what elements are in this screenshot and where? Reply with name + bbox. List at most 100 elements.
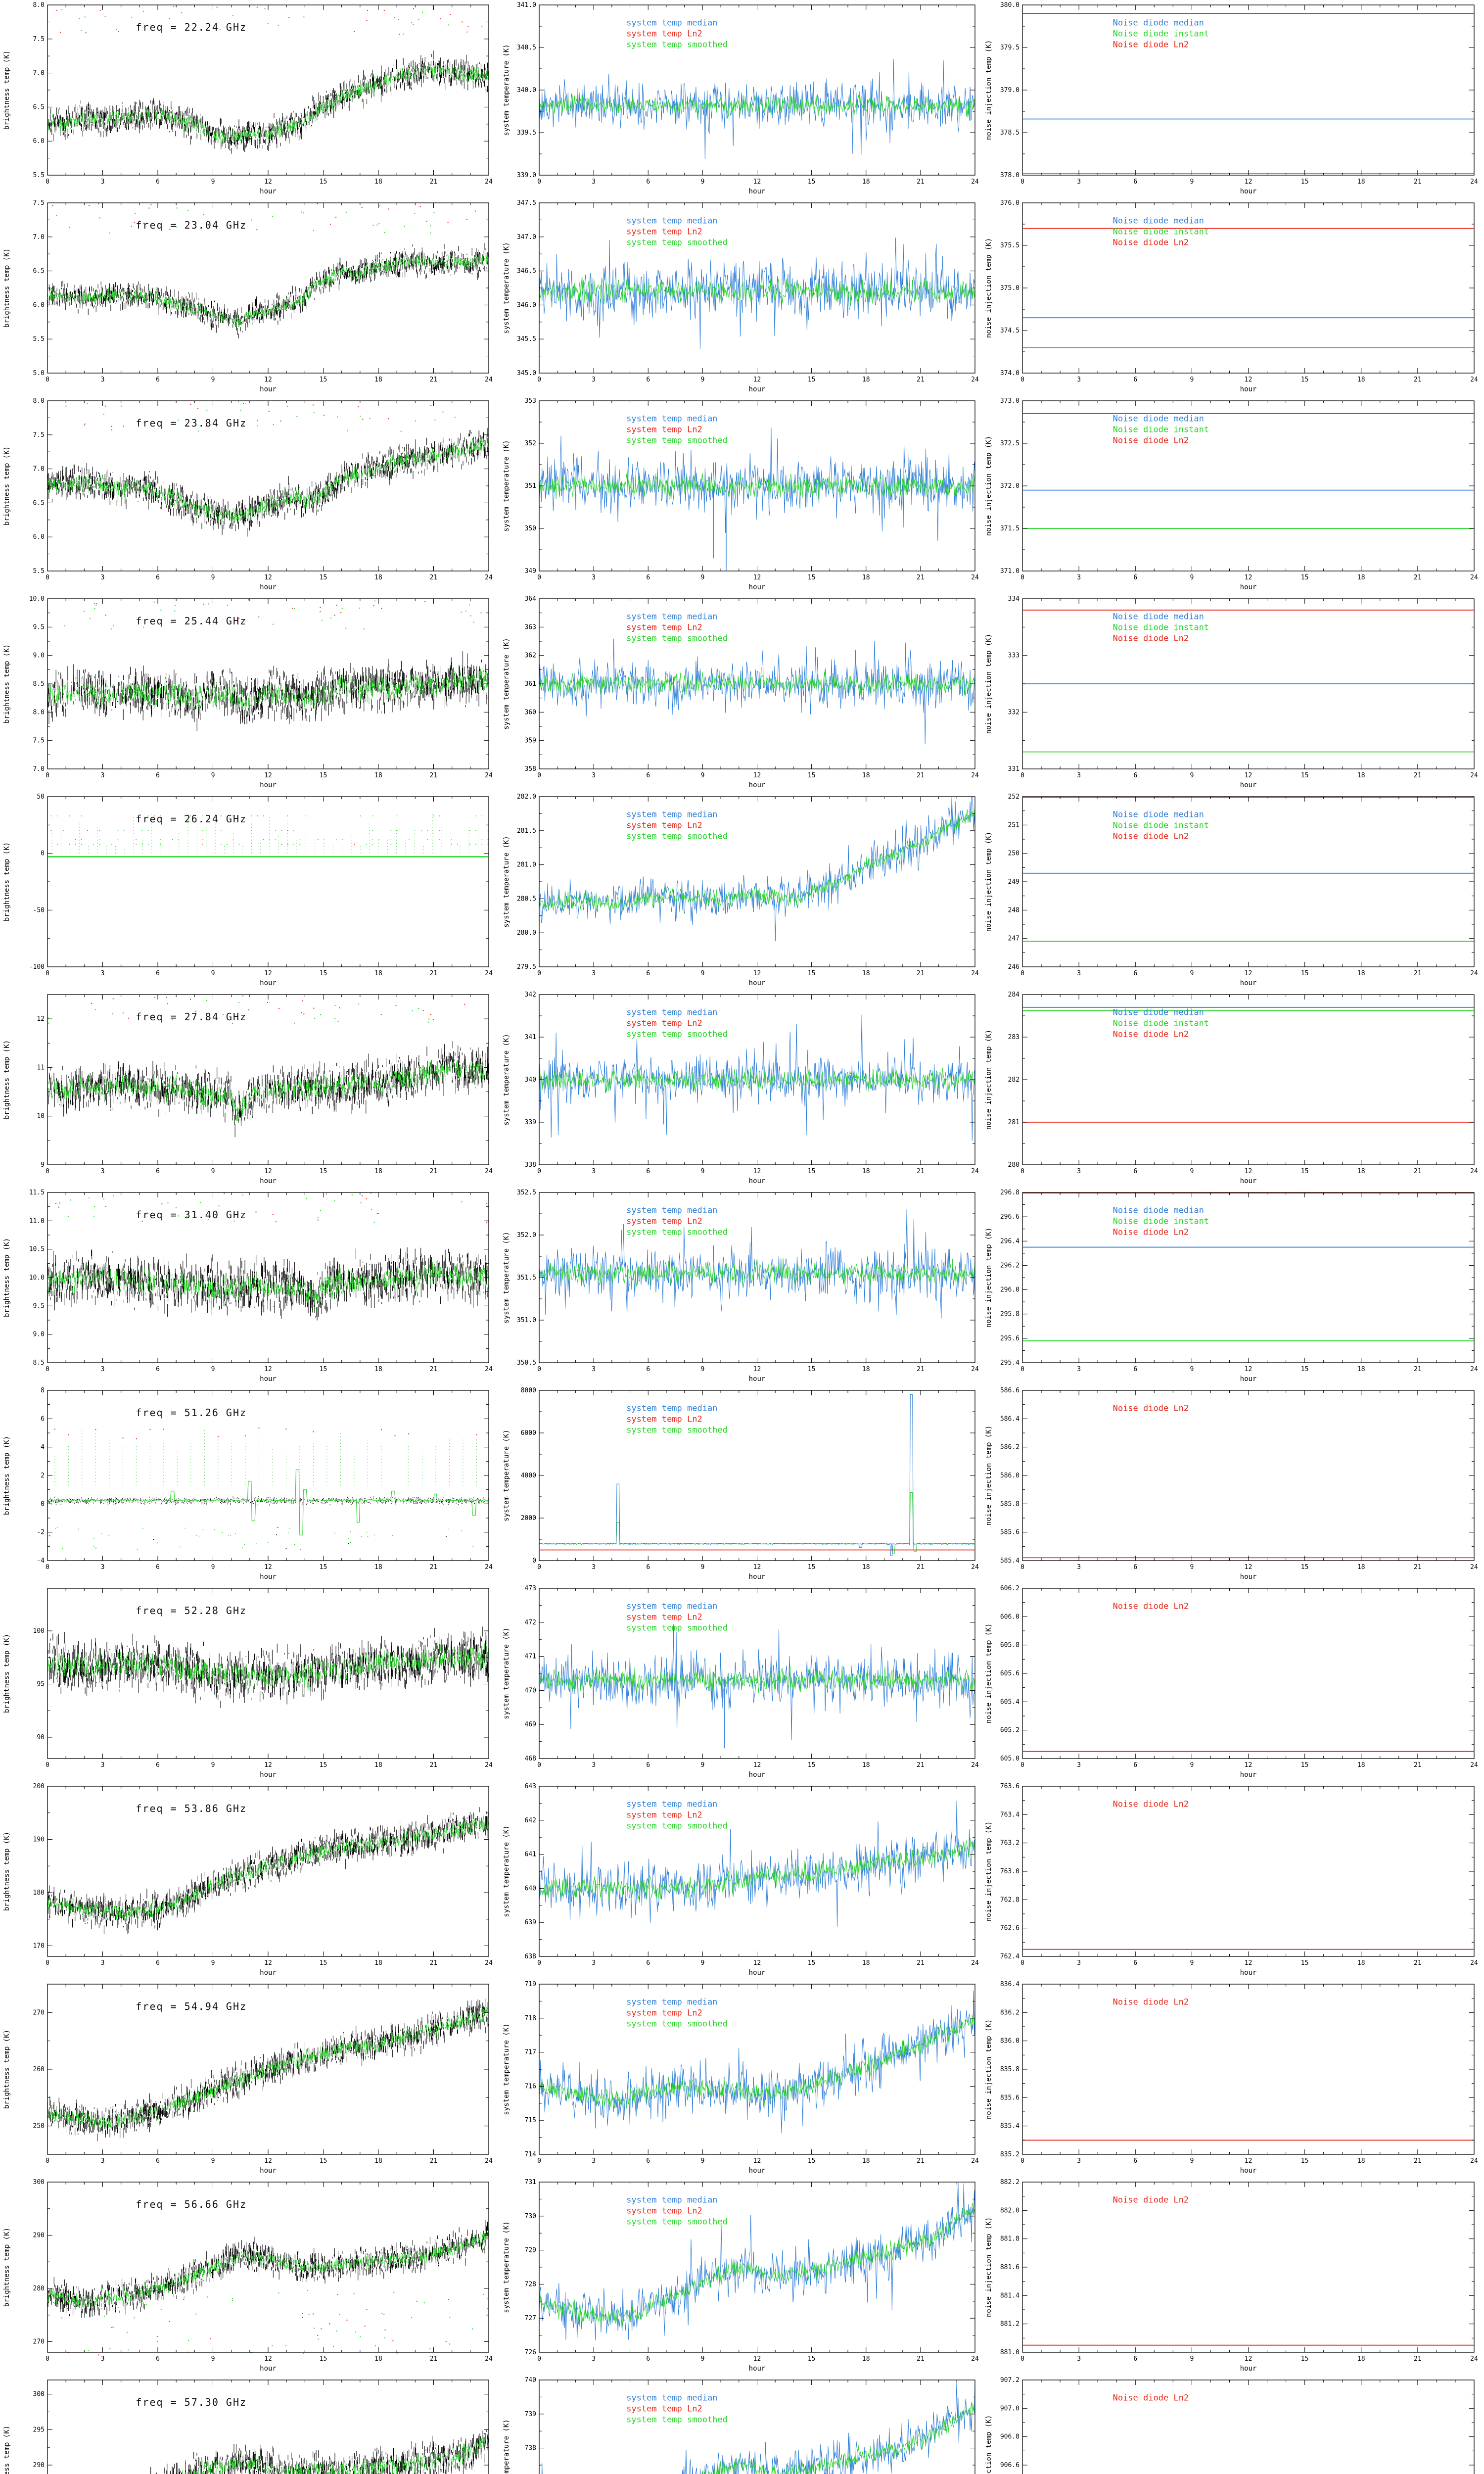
y-tick-label: 606.2 [1000, 1585, 1020, 1592]
y-tick-label: 338 [525, 1161, 536, 1169]
outlier-dot [334, 1532, 335, 1534]
x-tick-label: 15 [1301, 1564, 1309, 1571]
x-tick-label: 18 [1357, 1366, 1365, 1373]
x-tick-label: 18 [1357, 1564, 1365, 1571]
system-temp-smoothed-line [539, 472, 975, 500]
x-tick-label: 24 [485, 772, 493, 779]
outlier-dot [325, 1193, 327, 1195]
outlier-dot [52, 204, 53, 206]
outlier-dot [110, 628, 112, 630]
outlier-dot [113, 625, 114, 626]
x-tick-label: 9 [700, 970, 704, 977]
x-tick-label: 15 [808, 574, 816, 581]
dotted-row-dot [439, 830, 440, 831]
y-tick-label: 906.8 [1000, 2433, 1020, 2441]
outlier-dot [57, 1526, 58, 1528]
outlier-dot [56, 10, 57, 11]
dotted-row-dot [221, 815, 222, 816]
y-tick-label: 296.0 [1000, 1286, 1020, 1294]
outlier-dot [300, 1549, 301, 1550]
dotted-row-dot [154, 815, 155, 816]
dotted-row-dot [269, 839, 270, 840]
outlier-dot [258, 1427, 260, 1429]
outlier-dot [112, 2327, 114, 2328]
dotted-row-dot [147, 830, 149, 831]
dotted-row-dot [136, 839, 137, 840]
y-tick-label: 763.4 [1000, 1811, 1020, 1818]
y-tick-label: 881.0 [1000, 2349, 1020, 2356]
y-axis-label: brightness temp (K) [3, 1238, 11, 1317]
dotted-row-dot [275, 830, 277, 831]
dotted-row-dot [160, 815, 161, 816]
x-tick-label: 24 [1470, 772, 1478, 779]
brightness-raw-scatter [48, 1041, 489, 1138]
x-tick-label: 15 [1301, 376, 1309, 383]
legend-entry: Noise diode Ln2 [1113, 1403, 1189, 1413]
outlier-dot [446, 1536, 447, 1537]
y-tick-label: 605.4 [1000, 1698, 1020, 1706]
x-tick-label: 24 [971, 376, 979, 383]
outlier-dot [242, 995, 244, 997]
outlier-dot [128, 1017, 129, 1019]
dotted-row-dot [372, 839, 373, 840]
x-tick-label: 0 [537, 1168, 541, 1175]
system-temp-median-line [539, 638, 975, 744]
y-tick-label: 9.0 [33, 652, 45, 660]
y-tick-label: 340.0 [517, 87, 536, 94]
x-tick-label: 21 [1414, 772, 1422, 779]
outlier-dot [360, 2336, 361, 2337]
legend-entry: system temp median [626, 414, 717, 424]
x-tick-label: 9 [700, 1366, 704, 1373]
plot-title: freq = 27.84 GHz [136, 1011, 247, 1023]
legend-entry: Noise diode Ln2 [1113, 435, 1189, 445]
x-tick-label: 18 [862, 1761, 870, 1769]
data-series-group [47, 2220, 489, 2356]
x-axis-label: hour [260, 1375, 277, 1383]
x-tick-label: 3 [101, 772, 105, 779]
outlier-dot [227, 605, 228, 606]
outlier-dot [272, 216, 273, 217]
x-tick-label: 24 [485, 574, 493, 581]
dotted-row-dot [56, 844, 58, 845]
dotted-row-dot [221, 830, 222, 831]
x-tick-label: 24 [971, 1168, 979, 1175]
y-tick-label: 719 [525, 1981, 536, 1988]
data-series-group [539, 1208, 975, 1319]
y-axis-label: brightness temp (K) [3, 1832, 11, 1911]
x-tick-label: 12 [753, 1564, 761, 1571]
x-tick-label: 24 [485, 2355, 493, 2363]
outlier-dot [111, 426, 112, 427]
y-tick-label: 9.5 [33, 623, 45, 631]
x-tick-label: 6 [646, 1168, 650, 1175]
outlier-dot [273, 424, 274, 425]
y-tick-label: 8.5 [33, 1359, 45, 1367]
x-tick-label: 0 [46, 178, 49, 186]
legend-entry: system temp median [626, 18, 717, 28]
y-tick-label: 473 [525, 1585, 536, 1592]
x-tick-label: 21 [917, 574, 925, 581]
outlier-dot [121, 405, 123, 407]
outlier-dot [470, 615, 471, 617]
outlier-dot [175, 1207, 177, 1208]
x-tick-label: 21 [430, 376, 438, 383]
x-tick-label: 9 [211, 970, 215, 977]
x-tick-label: 6 [156, 376, 160, 383]
outlier-dot [238, 618, 240, 619]
x-tick-label: 21 [1414, 1761, 1422, 1769]
dotted-row-dot [111, 844, 112, 845]
outlier-dot [302, 1000, 303, 1001]
y-axis-label: brightness temp (K) [3, 2030, 11, 2109]
y-tick-label: 739 [525, 2411, 536, 2418]
y-axis-label: brightness temp (K) [3, 446, 11, 525]
outlier-dot [272, 2345, 273, 2346]
y-axis-label: noise injection temp (K) [985, 1426, 993, 1525]
x-tick-label: 3 [1077, 574, 1081, 581]
dotted-row-dot [160, 844, 161, 845]
outlier-dot [339, 2314, 340, 2315]
panel-row11-nd: 0 3 6 9 12 15 18 21 24 835.2 835.4 835.6 835.8 836.0 8… [985, 1981, 1478, 2175]
x-tick-label: 24 [485, 2157, 493, 2165]
y-tick-label: 7.5 [33, 199, 45, 207]
outlier-dot [276, 1221, 277, 1223]
outlier-dot [257, 425, 258, 427]
data-series-group [47, 401, 489, 537]
